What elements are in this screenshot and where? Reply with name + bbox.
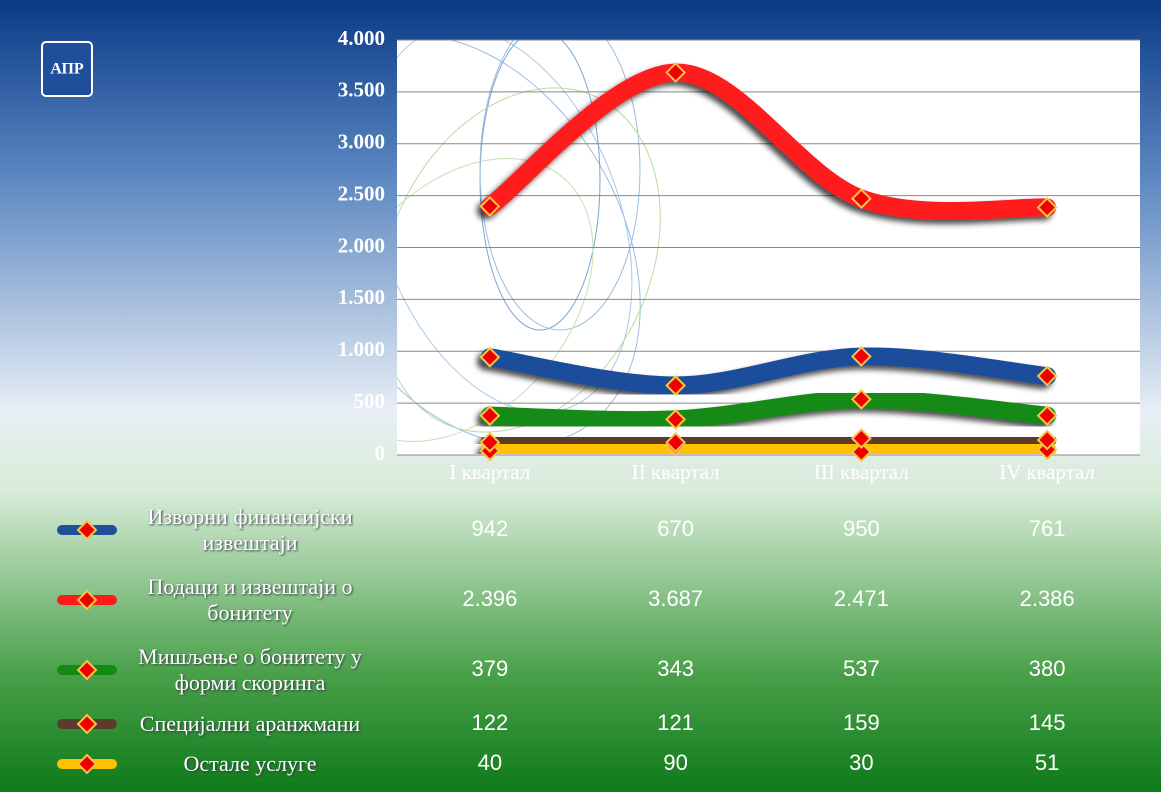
x-tick-label: III квартал	[814, 460, 909, 484]
table-value: 950	[843, 516, 880, 541]
table-value: 159	[843, 710, 880, 735]
series	[479, 428, 1058, 453]
series	[479, 388, 1058, 430]
marker	[1036, 429, 1058, 451]
legend-label: Мишљење о бонитету у форми скоринга	[138, 644, 362, 695]
table-value: 761	[1029, 516, 1066, 541]
marker	[665, 432, 687, 453]
table-value: 942	[472, 516, 509, 541]
marker	[850, 428, 872, 449]
marker	[479, 346, 501, 368]
table-value: 670	[657, 516, 694, 541]
marker	[850, 346, 872, 367]
table-value: 90	[663, 750, 687, 775]
table-value: 3.687	[648, 586, 703, 611]
table-value: 537	[843, 656, 880, 681]
marker	[1036, 197, 1058, 218]
line	[480, 347, 1057, 395]
marker	[76, 753, 98, 775]
x-tick-label: II квартал	[632, 460, 720, 484]
marker	[1036, 405, 1058, 426]
marker	[76, 519, 98, 541]
y-tick-label: 0	[375, 441, 386, 465]
marker	[665, 375, 687, 396]
logo-text: АПР	[50, 61, 84, 78]
legend-label: Специјални аранжмани	[139, 711, 361, 736]
marker	[76, 713, 98, 735]
x-tick-label: I квартал	[449, 460, 530, 484]
marker	[665, 62, 687, 83]
table-value: 121	[657, 710, 694, 735]
table-value: 2.471	[834, 586, 889, 611]
marker	[479, 405, 501, 427]
marker	[479, 196, 501, 217]
legend-label: Подаци и извештаји о бонитету	[147, 574, 353, 625]
marker	[850, 388, 872, 410]
y-tick-label: 3.500	[338, 78, 385, 102]
y-tick-label: 2.500	[338, 181, 385, 205]
marker	[850, 188, 872, 210]
marker	[479, 431, 501, 453]
table-value: 40	[478, 750, 502, 775]
legend-label: Остале услуге	[183, 751, 317, 776]
y-tick-label: 3.000	[338, 130, 385, 154]
marker	[76, 659, 98, 681]
line	[480, 429, 1057, 452]
line	[480, 63, 1057, 221]
series	[479, 62, 1058, 221]
table-value: 379	[472, 656, 509, 681]
table-value: 2.396	[462, 586, 517, 611]
y-tick-label: 1.000	[338, 337, 385, 361]
table-value: 30	[849, 750, 873, 775]
y-tick-label: 4.000	[338, 26, 385, 50]
legend-label: Изворни финансијски извештаји	[147, 504, 353, 555]
y-tick-label: 500	[354, 389, 386, 413]
table-value: 51	[1035, 750, 1059, 775]
marker	[1036, 365, 1058, 387]
table-value: 343	[657, 656, 694, 681]
table-value: 122	[472, 710, 509, 735]
table-value: 145	[1029, 710, 1066, 735]
x-tick-label: IV квартал	[999, 460, 1095, 484]
series	[479, 346, 1058, 396]
table-value: 2.386	[1020, 586, 1075, 611]
line	[480, 390, 1057, 430]
y-tick-label: 1.500	[338, 285, 385, 309]
logo: АПР	[41, 41, 93, 97]
marker	[76, 589, 98, 611]
table-value: 380	[1029, 656, 1066, 681]
y-tick-label: 2.000	[338, 233, 385, 257]
marker	[665, 408, 687, 430]
